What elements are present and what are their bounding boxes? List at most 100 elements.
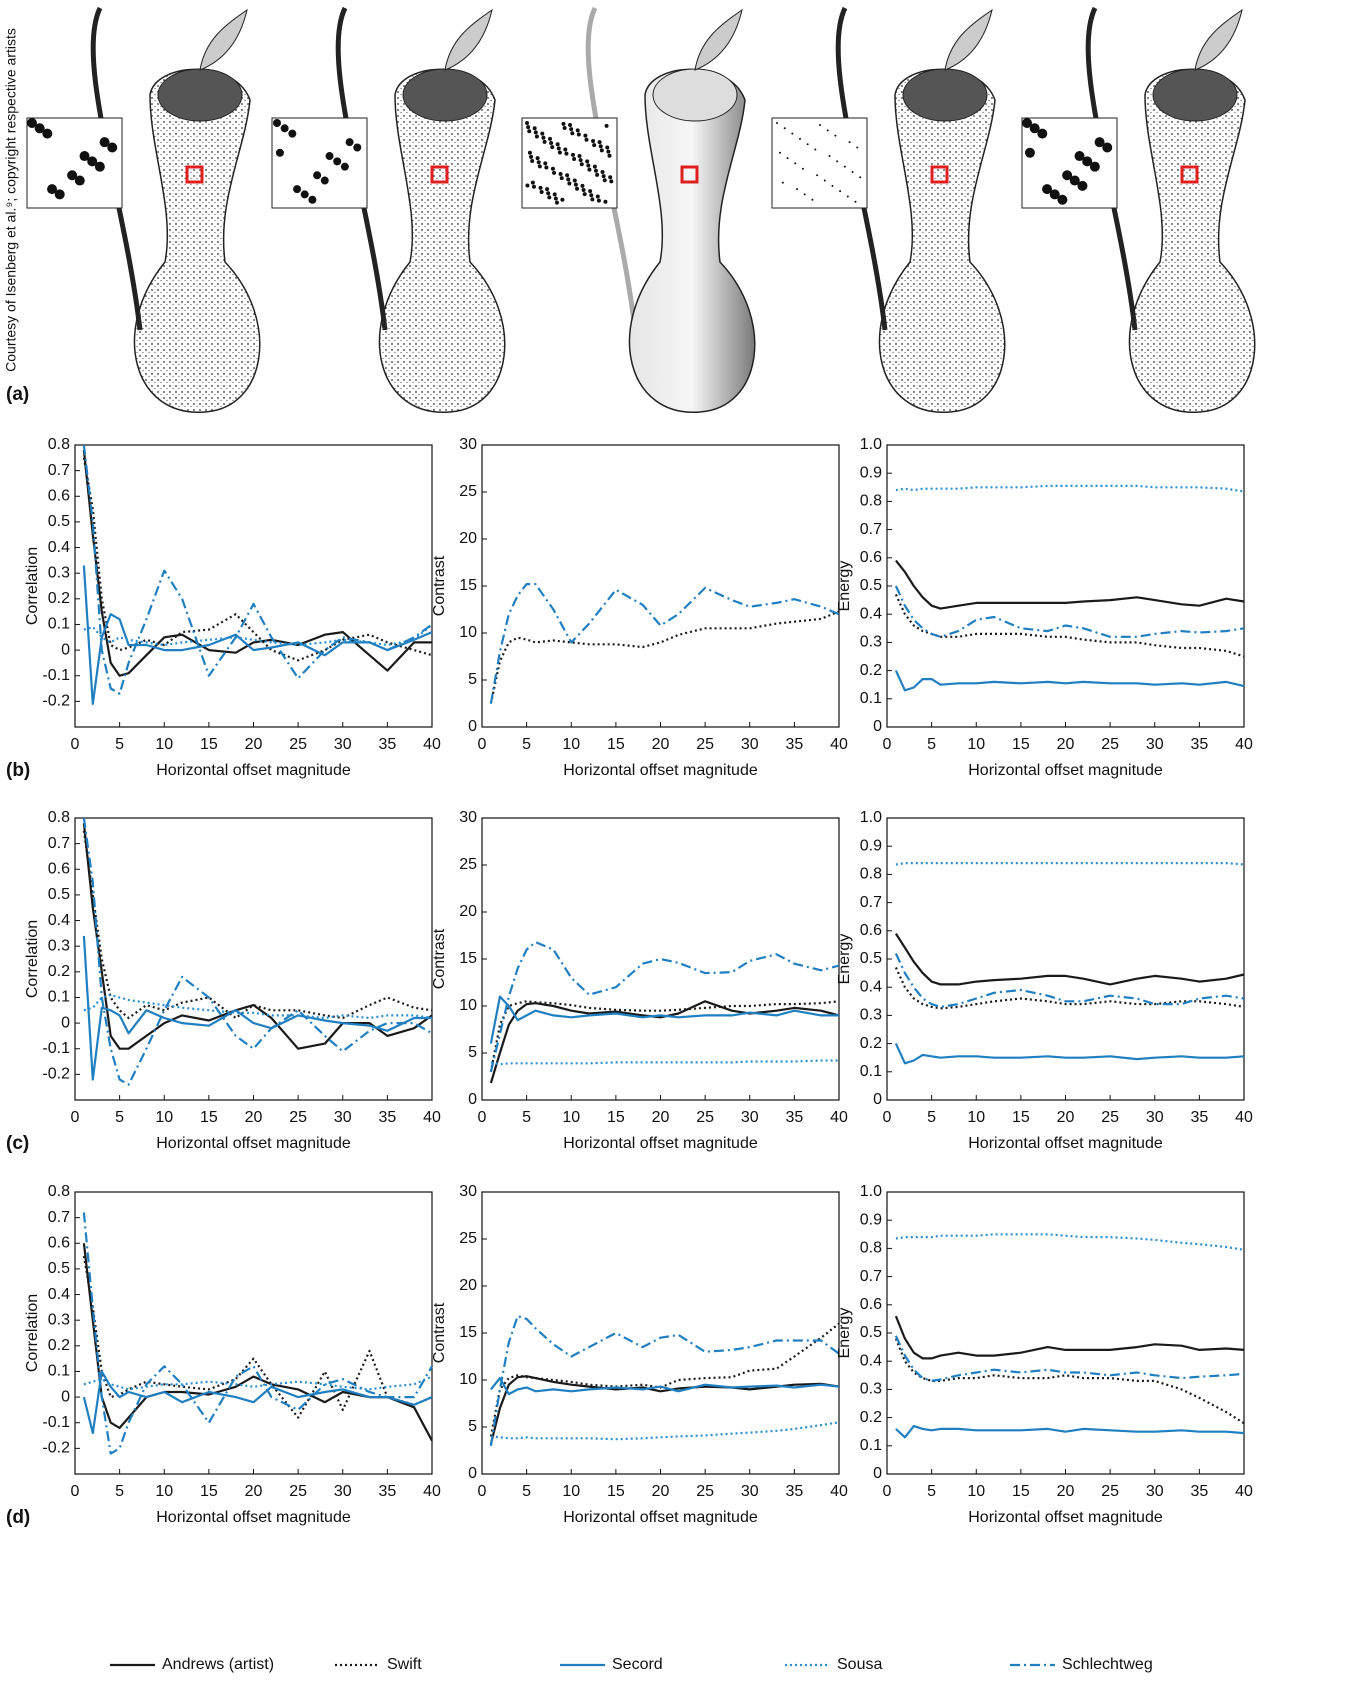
series-line <box>489 583 840 704</box>
inset-dot <box>1102 142 1113 153</box>
x-tick-label: 40 <box>830 1483 848 1500</box>
y-tick-label: 10 <box>459 624 477 641</box>
inset-dot <box>1074 151 1085 162</box>
x-tick-label: 40 <box>1235 736 1253 753</box>
y-tick-label: 25 <box>459 483 477 500</box>
inset-dot <box>859 176 862 179</box>
y-tick-label: 1.0 <box>860 1183 882 1200</box>
y-tick-label: 0.1 <box>860 690 882 707</box>
y-tick-label: 0.7 <box>860 894 882 911</box>
inset-dot <box>567 181 572 186</box>
inset-dot <box>543 161 548 166</box>
series-line <box>489 1315 840 1446</box>
x-tick-label: 40 <box>1235 1483 1253 1500</box>
inset-dot <box>811 198 814 201</box>
x-tick-label: 40 <box>423 736 441 753</box>
x-tick-label: 15 <box>200 1483 218 1500</box>
series-line <box>82 830 433 1020</box>
y-tick-label: 0.2 <box>48 1337 70 1354</box>
inset-box <box>771 117 868 209</box>
inset-dot <box>74 175 85 186</box>
x-tick-label: 20 <box>1057 736 1075 753</box>
inset-dot <box>554 200 559 205</box>
pitcher-body <box>628 68 756 413</box>
inset-dot <box>280 124 289 133</box>
x-tick-label: 30 <box>1146 736 1164 753</box>
x-tick-label: 0 <box>71 1109 80 1126</box>
inset-dot <box>556 146 561 151</box>
series-line <box>83 993 433 1020</box>
highlight-square <box>430 165 449 184</box>
y-tick-label: 0.3 <box>48 564 70 581</box>
x-tick-label: 15 <box>1012 1109 1030 1126</box>
credit: Courtesy of Isenberg et al.⁹; copyright … <box>3 28 19 372</box>
inset-dot <box>539 190 544 195</box>
inset-dot <box>585 159 590 164</box>
inset-dot <box>300 190 309 199</box>
series-line <box>82 1255 433 1419</box>
y-tick-label: 0.8 <box>48 809 70 826</box>
inset-dot <box>1082 156 1093 167</box>
y-tick-label: 0.8 <box>860 1240 882 1257</box>
x-tick-label: 30 <box>741 1483 759 1500</box>
inset-dot <box>570 152 575 157</box>
y-tick-label: 0 <box>61 1388 70 1405</box>
x-tick-label: 20 <box>652 736 670 753</box>
pitcher-body <box>1128 68 1256 413</box>
x-tick-label: 0 <box>883 736 892 753</box>
inset-dot <box>581 187 586 192</box>
inset-dot <box>778 151 781 154</box>
y-tick-label: 0.4 <box>860 605 882 622</box>
x-tick-label: 10 <box>562 1483 580 1500</box>
y-tick-label: 0.4 <box>860 978 882 995</box>
inset-dot <box>582 192 587 197</box>
y-tick-label: 0 <box>61 1014 70 1031</box>
y-tick-label: 0.5 <box>860 1324 882 1341</box>
inset-dot <box>834 134 837 137</box>
x-tick-label: 10 <box>155 1109 173 1126</box>
x-tick-label: 25 <box>1101 1109 1119 1126</box>
x-tick-label: 10 <box>967 1483 985 1500</box>
inset-dot <box>803 193 806 196</box>
inset-dot <box>87 156 98 167</box>
y-tick-label: -0.2 <box>42 1066 70 1083</box>
series-line <box>489 1000 840 1073</box>
y-axis-label: Contrast <box>431 928 448 989</box>
inset-dot <box>1069 175 1080 186</box>
x-tick-label: 35 <box>785 1109 803 1126</box>
plot-frame <box>481 1191 840 1475</box>
series-line <box>894 1338 1245 1425</box>
panel-label: (b) <box>6 760 30 781</box>
y-tick-label: 25 <box>459 1230 477 1247</box>
series-line <box>895 559 1245 610</box>
inset-dot <box>607 153 612 158</box>
plot-frame <box>74 1191 433 1475</box>
y-tick-label: 0 <box>873 718 882 735</box>
inset-dot <box>578 158 583 163</box>
y-tick-label: 0 <box>61 641 70 658</box>
inset-dot <box>557 150 562 155</box>
x-tick-label: 30 <box>741 1109 759 1126</box>
x-tick-label: 20 <box>245 736 263 753</box>
x-tick-label: 25 <box>289 736 307 753</box>
inset-dot <box>796 188 799 191</box>
pitcher-body <box>133 68 261 413</box>
inset-dot <box>593 168 598 173</box>
x-tick-label: 30 <box>334 1483 352 1500</box>
y-tick-label: 20 <box>459 530 477 547</box>
inset-dot <box>308 195 317 204</box>
inset-dot <box>572 178 577 183</box>
y-axis-label: Contrast <box>431 555 448 616</box>
y-axis-label: Correlation <box>24 920 41 998</box>
inset-dot <box>1094 137 1105 148</box>
y-tick-label: 0.6 <box>860 549 882 566</box>
y-tick-label: 0.2 <box>860 1035 882 1052</box>
x-axis-label: Horizontal offset magnitude <box>563 1509 758 1526</box>
inset-dot <box>79 151 90 162</box>
inset-dot <box>575 186 580 191</box>
inset-dot <box>609 179 614 184</box>
x-tick-label: 0 <box>71 736 80 753</box>
inset-dot <box>597 140 602 145</box>
x-tick-label: 10 <box>967 736 985 753</box>
x-tick-label: 25 <box>289 1483 307 1500</box>
